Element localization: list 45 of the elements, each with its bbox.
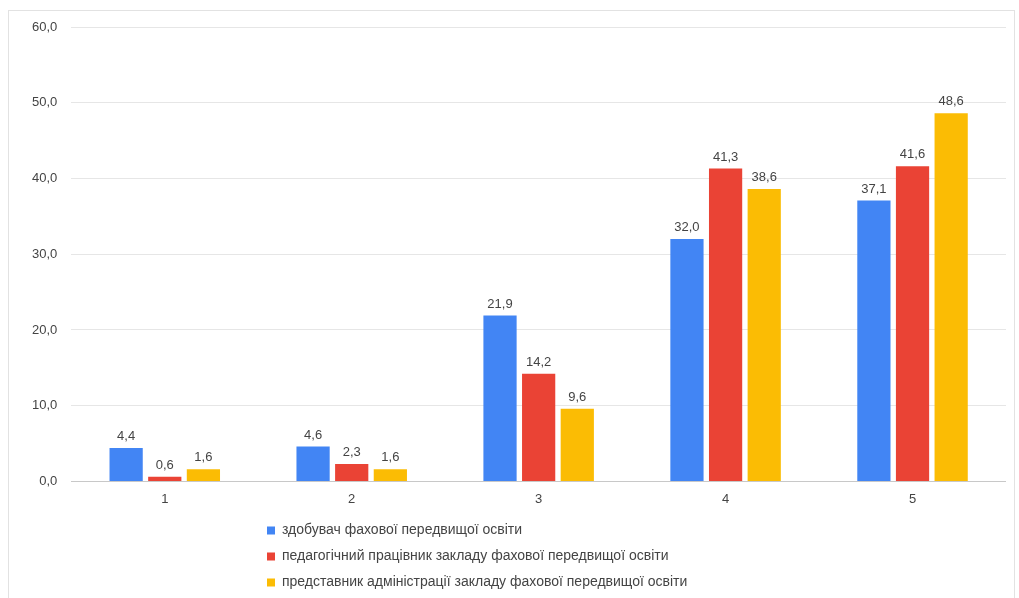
y-tick-label: 20,0 [31, 321, 58, 337]
data-label: 41,3 [712, 148, 739, 164]
data-label: 41,6 [899, 146, 926, 162]
data-label: 1,6 [381, 449, 400, 465]
bar [670, 239, 704, 481]
bar [186, 469, 221, 481]
y-tick-label: 30,0 [31, 245, 58, 261]
data-label: 21,9 [487, 295, 513, 311]
y-tick-label: 60,0 [31, 18, 58, 34]
data-label: 38,6 [751, 169, 777, 185]
bar [857, 200, 891, 481]
x-tick-label: 1 [161, 490, 169, 506]
bar [373, 469, 407, 481]
data-label: 2,3 [342, 444, 361, 460]
bar [522, 373, 556, 481]
bar [747, 189, 781, 481]
legend-label: представник адміністрації закладу фахової передвищої освіти [282, 573, 688, 590]
bar [560, 408, 594, 481]
bar [335, 463, 369, 481]
data-label: 48,6 [938, 93, 964, 109]
bar [708, 168, 743, 481]
legend-label: здобувач фахової передвищої освіти [282, 521, 523, 538]
data-label: 1,6 [194, 449, 213, 465]
data-label: 14,2 [525, 353, 552, 369]
x-tick-label: 3 [535, 490, 543, 506]
y-tick-label: 40,0 [31, 170, 58, 186]
legend-label: педагогічний працівник закладу фахової передвищої освіти [282, 547, 669, 564]
bar [895, 166, 930, 481]
data-label: 32,0 [674, 219, 700, 235]
data-label: 4,4 [117, 428, 136, 444]
x-tick-label: 5 [908, 490, 917, 506]
bar [296, 446, 330, 481]
bar [148, 476, 182, 481]
data-label: 4,6 [304, 426, 323, 442]
data-label: 0,6 [155, 456, 174, 472]
bar [483, 315, 517, 481]
x-tick-label: 4 [721, 490, 730, 506]
y-tick-label: 10,0 [31, 397, 58, 413]
x-tick-label: 2 [348, 490, 356, 506]
y-tick-label: 0,0 [39, 472, 58, 488]
data-label: 9,6 [568, 388, 587, 404]
bar [934, 113, 968, 481]
y-tick-label: 50,0 [31, 94, 58, 110]
data-label: 37,1 [861, 180, 887, 196]
bar [109, 448, 143, 481]
